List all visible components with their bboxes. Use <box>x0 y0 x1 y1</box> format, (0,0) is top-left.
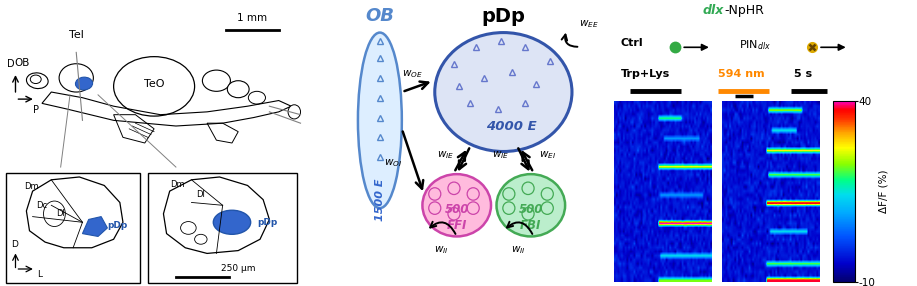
Text: $w_{IE}$: $w_{IE}$ <box>492 149 509 161</box>
Text: P: P <box>33 105 39 115</box>
Ellipse shape <box>203 70 230 91</box>
Text: Trp+Lys: Trp+Lys <box>621 69 669 80</box>
Ellipse shape <box>496 174 565 237</box>
Text: D: D <box>7 59 15 69</box>
Ellipse shape <box>27 73 48 89</box>
Text: L: L <box>38 271 42 279</box>
Text: 500: 500 <box>445 203 469 216</box>
Ellipse shape <box>423 174 491 237</box>
Ellipse shape <box>59 64 94 92</box>
Ellipse shape <box>435 33 572 152</box>
Text: -NpHR: -NpHR <box>724 4 764 17</box>
Ellipse shape <box>358 33 402 208</box>
Text: D: D <box>11 240 17 249</box>
Text: 1500 E: 1500 E <box>375 178 385 221</box>
Ellipse shape <box>75 77 93 90</box>
Text: $w_{IE}$: $w_{IE}$ <box>436 149 454 161</box>
Text: pDp: pDp <box>481 7 525 26</box>
Text: $\mathrm{PIN}_{dlx}$: $\mathrm{PIN}_{dlx}$ <box>739 38 771 52</box>
Text: Dc: Dc <box>37 201 48 210</box>
Text: 5 s: 5 s <box>794 69 812 80</box>
Ellipse shape <box>114 57 194 116</box>
Text: Dl: Dl <box>56 209 65 218</box>
Text: 250 μm: 250 μm <box>221 264 256 273</box>
Polygon shape <box>83 217 107 237</box>
Text: OB: OB <box>365 7 394 25</box>
Text: 594 nm: 594 nm <box>718 69 765 80</box>
Text: Dl: Dl <box>196 190 205 199</box>
Ellipse shape <box>227 81 249 98</box>
Ellipse shape <box>214 210 250 234</box>
Text: 4000 E: 4000 E <box>486 120 537 132</box>
Ellipse shape <box>249 91 266 104</box>
Text: $w_{II}$: $w_{II}$ <box>435 244 449 256</box>
Text: pDp: pDp <box>107 221 127 230</box>
Text: $w_{OI}$: $w_{OI}$ <box>383 158 402 169</box>
FancyBboxPatch shape <box>148 173 297 283</box>
Text: $w_{II}$: $w_{II}$ <box>511 244 525 256</box>
Text: $w_{OE}$: $w_{OE}$ <box>403 68 423 80</box>
Text: Dm: Dm <box>171 180 185 189</box>
Text: Dm: Dm <box>24 182 39 191</box>
Text: FFI: FFI <box>447 219 467 232</box>
FancyBboxPatch shape <box>6 173 140 283</box>
Text: 500: 500 <box>519 203 543 216</box>
Text: pDp: pDp <box>257 218 277 227</box>
Text: FBI: FBI <box>520 219 542 232</box>
Text: $w_{EI}$: $w_{EI}$ <box>539 149 556 161</box>
Ellipse shape <box>30 75 41 84</box>
Text: Ctrl: Ctrl <box>621 38 643 48</box>
Text: OB: OB <box>14 58 29 68</box>
Ellipse shape <box>288 105 301 119</box>
Text: dlx: dlx <box>702 4 724 17</box>
Text: Tel: Tel <box>69 30 83 40</box>
Text: 1 mm: 1 mm <box>238 13 267 23</box>
Text: $w_{EE}$: $w_{EE}$ <box>579 18 598 30</box>
Text: TeO: TeO <box>144 79 164 89</box>
